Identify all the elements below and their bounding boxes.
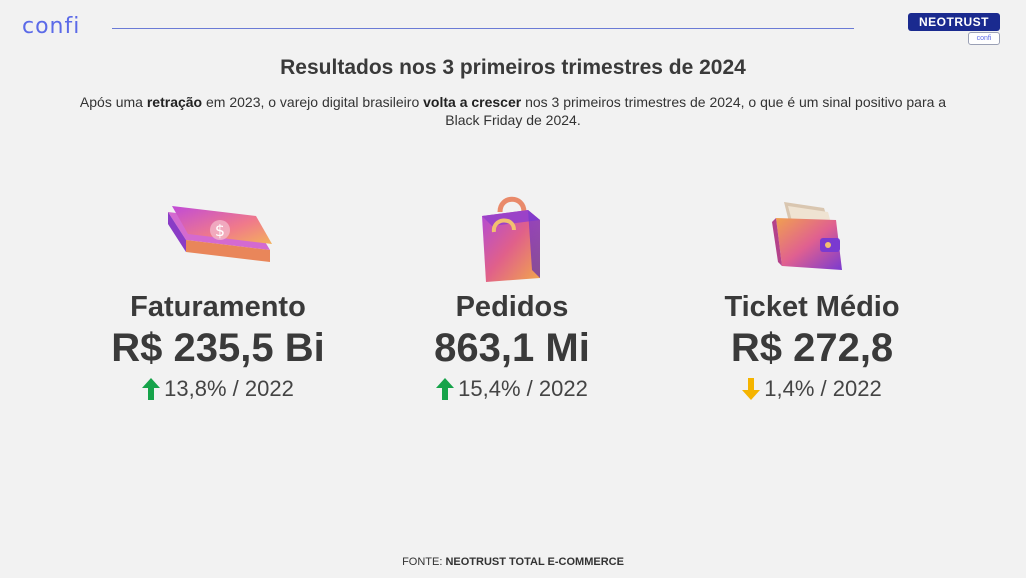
metric-change: 1,4% / 2022 xyxy=(662,376,962,402)
metric-label: Pedidos xyxy=(455,291,569,323)
neotrust-logo-text: NEOTRUST xyxy=(908,13,1000,31)
metric-change: 15,4% / 2022 xyxy=(362,376,662,402)
wallet-icon xyxy=(662,190,962,290)
subtitle-bold-2: volta a crescer xyxy=(423,94,522,110)
metric-change-text: 13,8% / 2022 xyxy=(164,376,294,401)
metric-value: 863,1 Mi xyxy=(434,326,590,370)
metric-faturamento: $ Faturamento R$ 235,5 Bi 13,8% / 2022 xyxy=(68,190,368,402)
metric-label: Faturamento xyxy=(130,291,306,323)
arrow-down-icon xyxy=(742,378,761,400)
metric-pedidos: Pedidos 863,1 Mi 15,4% / 2022 xyxy=(362,190,662,402)
footer-source: FONTE: NEOTRUST TOTAL E-COMMERCE xyxy=(0,556,1026,568)
money-bills-icon: $ xyxy=(68,190,368,290)
metric-label: Ticket Médio xyxy=(724,291,900,323)
confi-logo: confi xyxy=(22,14,81,39)
arrow-up-icon xyxy=(436,378,455,400)
arrow-up-icon xyxy=(142,378,161,400)
metric-change: 13,8% / 2022 xyxy=(68,376,368,402)
page-title: Resultados nos 3 primeiros trimestres de… xyxy=(280,56,746,79)
subtitle-text-2: em 2023, o varejo digital brasileiro xyxy=(202,94,424,110)
metric-value: R$ 272,8 xyxy=(730,326,894,370)
footer-prefix: FONTE: xyxy=(402,556,446,568)
metric-value: R$ 235,5 Bi xyxy=(111,326,325,370)
subtitle-text-3: nos 3 primeiros trimestres de 2024, o qu… xyxy=(445,94,947,128)
page-subtitle: Após uma retração em 2023, o varejo digi… xyxy=(70,93,956,129)
metric-change-text: 15,4% / 2022 xyxy=(458,376,588,401)
shopping-bag-icon xyxy=(362,190,662,290)
neotrust-logo-sub: confi xyxy=(968,32,1000,45)
neotrust-logo: NEOTRUST confi xyxy=(908,13,1000,45)
header-divider xyxy=(112,28,854,29)
footer-source-name: NEOTRUST TOTAL E-COMMERCE xyxy=(445,556,624,568)
subtitle-bold-1: retração xyxy=(146,94,203,110)
svg-text:$: $ xyxy=(215,221,225,240)
metric-ticket-medio: Ticket Médio R$ 272,8 1,4% / 2022 xyxy=(662,190,962,402)
metric-change-text: 1,4% / 2022 xyxy=(764,376,882,401)
subtitle-text-1: Após uma xyxy=(79,94,147,110)
